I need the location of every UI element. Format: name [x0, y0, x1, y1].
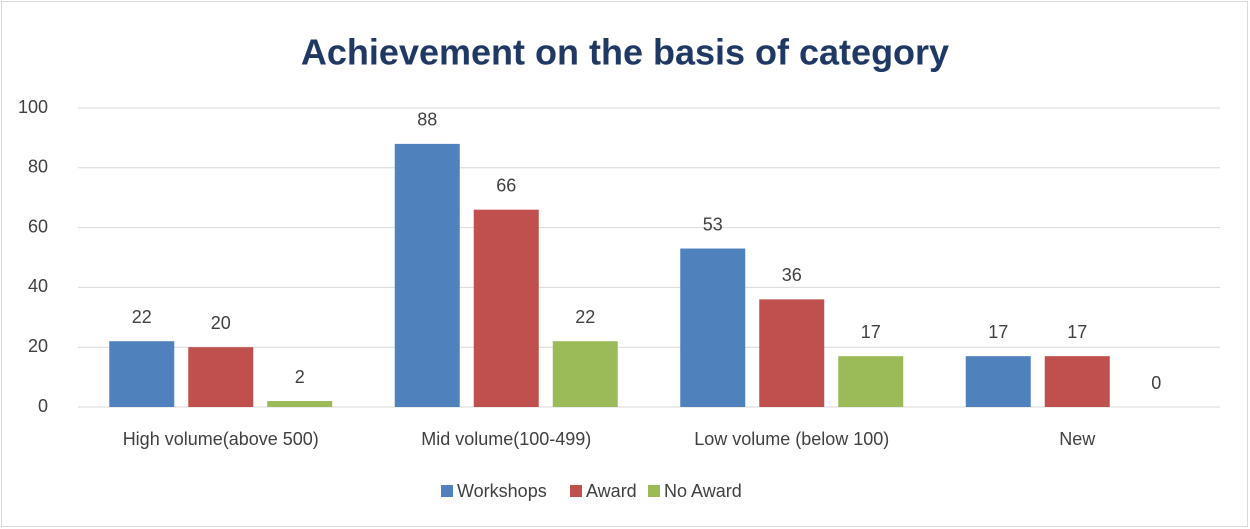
- x-tick-label: High volume(above 500): [123, 429, 319, 449]
- bar: [680, 248, 746, 407]
- y-tick-label: 20: [28, 336, 48, 356]
- legend-label: Workshops: [457, 481, 547, 501]
- bar: [188, 347, 254, 407]
- data-label: 88: [417, 110, 437, 130]
- y-tick-label: 40: [28, 276, 48, 296]
- legend-swatch: [570, 485, 582, 497]
- data-label: 22: [575, 307, 595, 327]
- data-label: 2: [295, 367, 305, 387]
- y-tick-label: 0: [38, 396, 48, 416]
- x-tick-label: Mid volume(100-499): [421, 429, 591, 449]
- bar: [473, 209, 539, 407]
- data-label: 20: [211, 313, 231, 333]
- bar: [394, 143, 460, 407]
- chart-title: Achievement on the basis of category: [301, 32, 949, 73]
- bar: [267, 401, 333, 407]
- data-label: 17: [1067, 322, 1087, 342]
- x-tick-label: New: [1059, 429, 1096, 449]
- legend-swatch: [648, 485, 660, 497]
- data-label: 53: [703, 214, 723, 234]
- x-tick-label: Low volume (below 100): [694, 429, 889, 449]
- bar: [965, 356, 1031, 407]
- bar: [1044, 356, 1110, 407]
- data-label: 0: [1151, 373, 1161, 393]
- bar: [552, 341, 618, 407]
- bar: [759, 299, 825, 407]
- legend-label: No Award: [664, 481, 742, 501]
- data-label: 36: [782, 265, 802, 285]
- y-tick-label: 80: [28, 157, 48, 177]
- y-tick-label: 100: [18, 97, 48, 117]
- legend-label: Award: [586, 481, 637, 501]
- data-label: 22: [132, 307, 152, 327]
- y-tick-label: 60: [28, 216, 48, 236]
- data-label: 17: [861, 322, 881, 342]
- bar: [109, 341, 175, 407]
- bar: [838, 356, 904, 407]
- data-label: 66: [496, 175, 516, 195]
- data-label: 17: [988, 322, 1008, 342]
- legend-swatch: [441, 485, 453, 497]
